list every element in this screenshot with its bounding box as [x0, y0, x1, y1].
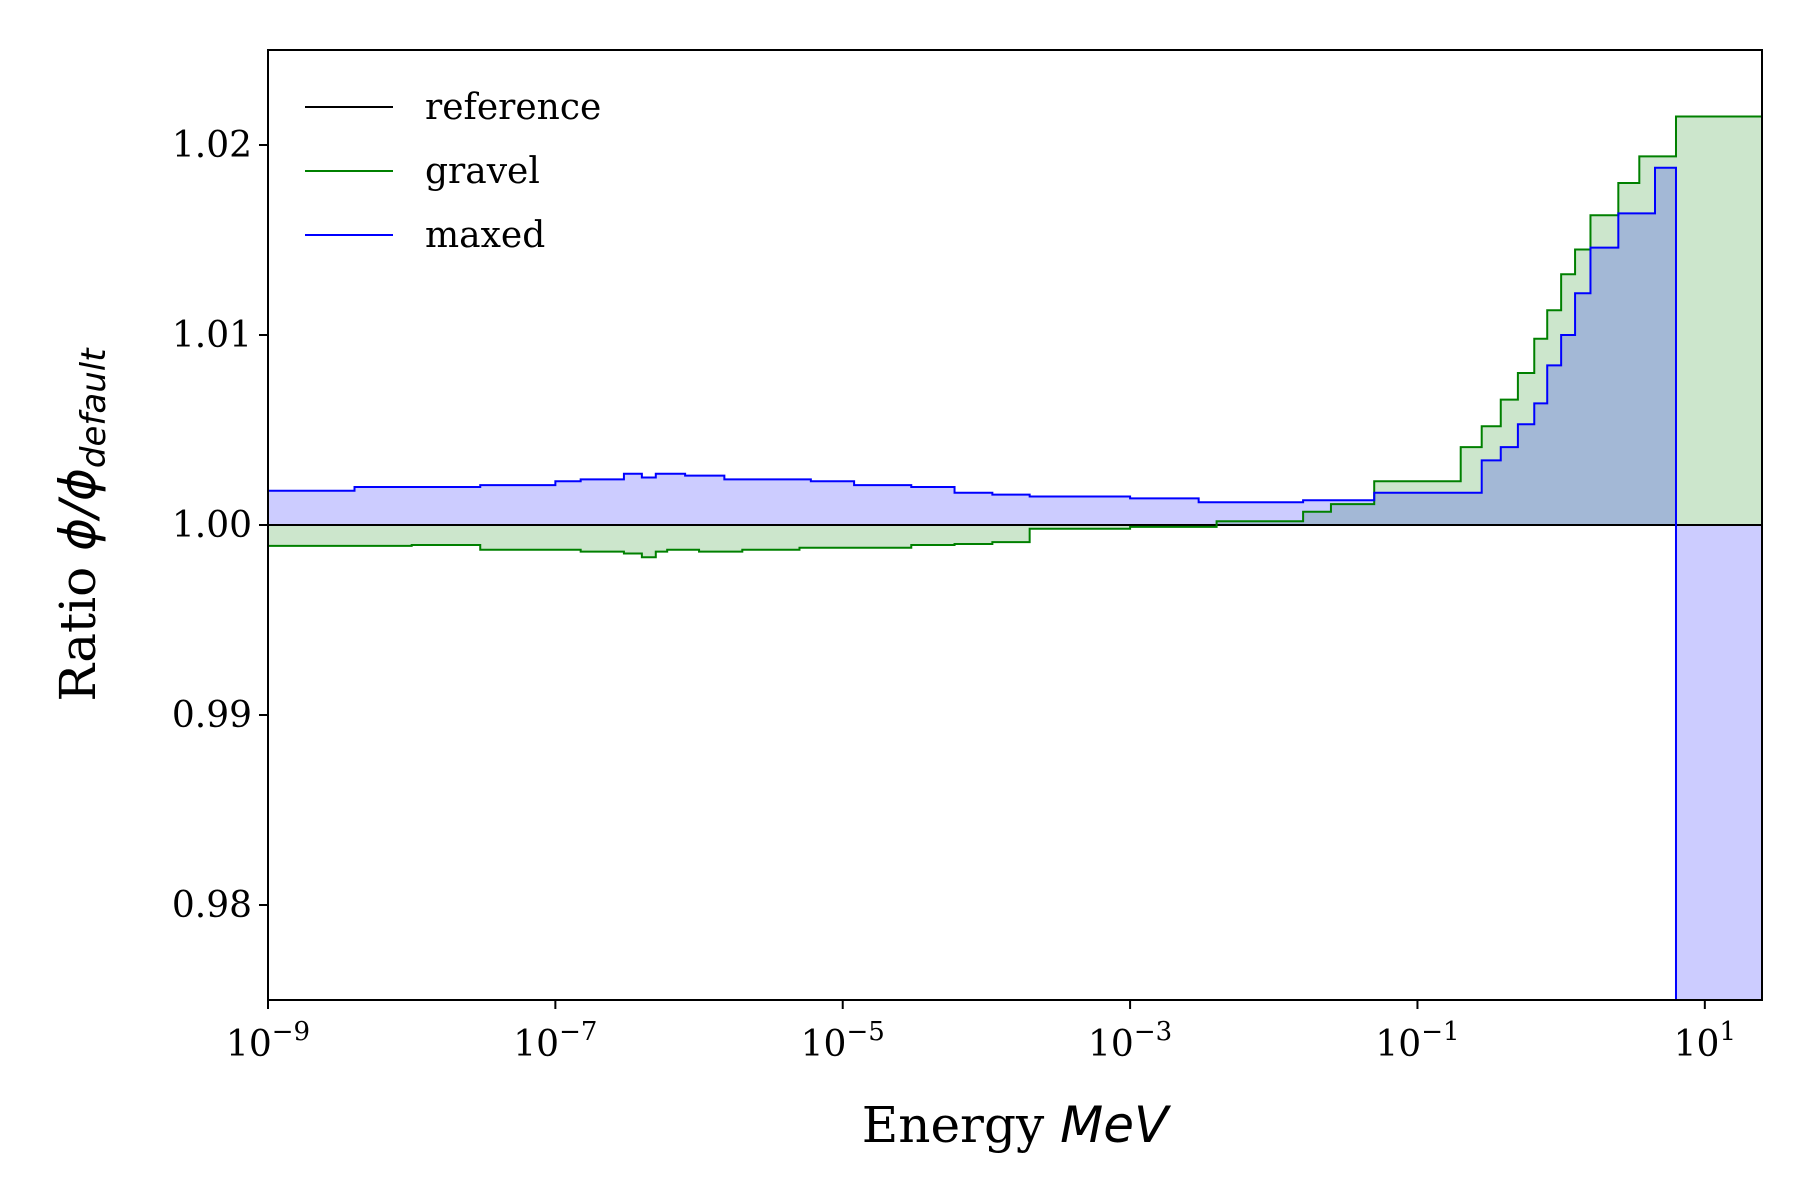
x-tick-label-4: 10−1 — [1375, 1017, 1459, 1065]
y-axis-title-symbol: ϕ/ϕ — [49, 468, 107, 551]
line-gravel — [268, 115, 1762, 559]
y-tick-label-1: 0.99 — [172, 695, 252, 736]
x-axis-title-text: Energy — [862, 1096, 1060, 1154]
x-axis: 10−9 10−7 10−5 10−3 10−1 101 — [226, 1000, 1736, 1065]
y-tick-label-2: 1.00 — [172, 505, 252, 546]
x-tick-label-3: 10−3 — [1088, 1017, 1172, 1065]
legend-label-maxed: maxed — [425, 215, 545, 256]
legend-label-reference: reference — [425, 87, 601, 128]
fill-maxed — [268, 167, 1762, 1000]
line-maxed — [268, 166, 1677, 1000]
x-tick-label-1: 10−7 — [513, 1017, 597, 1065]
y-tick-label-3: 1.01 — [172, 315, 252, 356]
x-tick-label-5: 101 — [1674, 1017, 1736, 1065]
x-axis-title: Energy MeV — [862, 1096, 1172, 1154]
y-tick-label-0: 0.98 — [172, 885, 252, 926]
x-tick-label-0: 10−9 — [226, 1017, 310, 1065]
y-axis-title: Ratio ϕ/ϕdefault — [49, 347, 114, 702]
series-lines — [268, 115, 1762, 1000]
x-tick-label-2: 10−5 — [801, 1017, 885, 1065]
y-axis-title-subscript: default — [74, 347, 114, 468]
y-axis-title-text: Ratio — [49, 551, 107, 702]
y-tick-label-4: 1.02 — [172, 125, 252, 166]
series-fills — [268, 116, 1762, 1000]
legend-label-gravel: gravel — [425, 151, 540, 192]
fill-gravel — [268, 116, 1762, 558]
legend: reference gravel maxed — [305, 87, 601, 256]
y-axis: 0.98 0.99 1.00 1.01 1.02 — [172, 125, 268, 926]
x-axis-title-unit: MeV — [1060, 1096, 1172, 1154]
